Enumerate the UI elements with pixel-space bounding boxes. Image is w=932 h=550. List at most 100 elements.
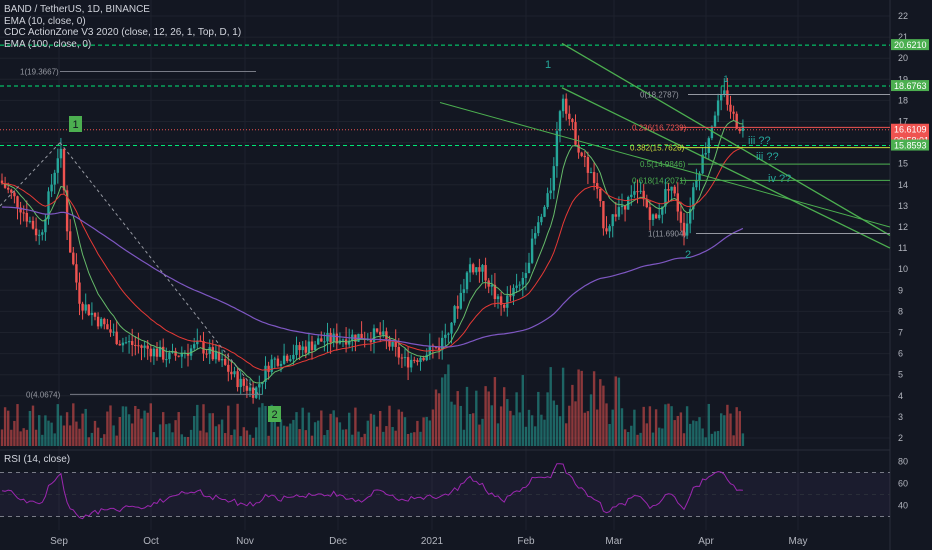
wave-label-2b: 2 bbox=[685, 249, 691, 261]
candle-body bbox=[50, 184, 53, 192]
candle-body bbox=[676, 193, 679, 212]
candle-body bbox=[230, 371, 233, 375]
volume-bar bbox=[543, 419, 546, 446]
old-fib-bottom-label: 0(4.0674) bbox=[26, 390, 61, 399]
volume-bar bbox=[698, 417, 701, 446]
volume-bar bbox=[658, 427, 661, 446]
volume-bar bbox=[695, 421, 698, 446]
volume-bar bbox=[385, 426, 388, 446]
candle-body bbox=[137, 345, 140, 347]
volume-bar bbox=[3, 407, 7, 446]
volume-bar bbox=[137, 408, 140, 446]
candle-body bbox=[400, 357, 404, 359]
volume-bar bbox=[406, 433, 410, 446]
candle-body bbox=[149, 348, 152, 357]
candle-body bbox=[558, 111, 562, 132]
volume-bar bbox=[441, 377, 444, 446]
volume-bar bbox=[273, 413, 276, 446]
candle-body bbox=[462, 289, 466, 293]
candle-body bbox=[379, 331, 382, 335]
volume-bar bbox=[468, 413, 472, 446]
candle-body bbox=[710, 126, 714, 139]
candle-body bbox=[540, 216, 543, 223]
volume-bar bbox=[124, 406, 128, 446]
volume-bar bbox=[298, 429, 301, 446]
candle-body bbox=[155, 348, 159, 357]
candle-body bbox=[87, 304, 90, 316]
candle-body bbox=[196, 340, 199, 345]
candle-body bbox=[298, 345, 301, 351]
candle-body bbox=[217, 351, 221, 361]
candle-body bbox=[162, 346, 165, 360]
volume-bar bbox=[329, 413, 332, 446]
volume-bar bbox=[282, 425, 286, 446]
candle-body bbox=[382, 331, 385, 335]
volume-bar bbox=[534, 426, 537, 446]
volume-bar bbox=[338, 422, 342, 446]
trendline-lower bbox=[561, 87, 891, 249]
candle-body bbox=[413, 359, 416, 361]
candle-body bbox=[406, 357, 410, 368]
candle-body bbox=[140, 345, 143, 348]
price-tick-label: 11 bbox=[898, 243, 907, 253]
ema100-legend[interactable]: EMA (100, close, 0) bbox=[4, 38, 92, 50]
candle-body bbox=[568, 113, 571, 120]
volume-bar bbox=[351, 434, 354, 446]
volume-bar bbox=[248, 434, 252, 446]
candle-body bbox=[534, 233, 537, 239]
candle-body bbox=[28, 220, 32, 222]
wave-label-1-box bbox=[69, 116, 82, 132]
candle-body bbox=[360, 333, 363, 339]
volume-bar bbox=[103, 434, 106, 446]
rsi-legend[interactable]: RSI (14, close) bbox=[4, 454, 71, 465]
volume-bar bbox=[72, 403, 75, 446]
price-tick-label: 6 bbox=[898, 349, 903, 359]
volume-bar bbox=[205, 432, 208, 446]
candle-body bbox=[664, 189, 667, 207]
candle-body bbox=[580, 152, 583, 156]
cdc-legend[interactable]: CDC ActionZone V3 2020 (close, 12, 26, 1… bbox=[4, 27, 242, 38]
volume-bar bbox=[109, 405, 112, 446]
volume-bar bbox=[506, 399, 509, 446]
volume-bar bbox=[561, 367, 565, 446]
volume-bar bbox=[242, 427, 245, 446]
volume-bar bbox=[143, 410, 146, 446]
volume-bar bbox=[661, 428, 664, 446]
time-tick-label: Sep bbox=[50, 536, 68, 547]
volume-bar bbox=[211, 413, 214, 446]
ema10-legend[interactable]: EMA (10, close, 0) bbox=[4, 15, 86, 27]
wave-question-label: iv ?? bbox=[768, 173, 791, 185]
volume-bar bbox=[382, 431, 385, 446]
price-tick-label: 13 bbox=[898, 201, 908, 211]
volume-bar bbox=[602, 385, 605, 446]
volume-bar bbox=[546, 392, 549, 446]
volume-bar bbox=[310, 435, 314, 446]
candle-body bbox=[651, 214, 655, 220]
candle-body bbox=[372, 328, 376, 343]
volume-bar bbox=[372, 414, 376, 446]
volume-bar bbox=[512, 415, 515, 446]
candle-body bbox=[506, 295, 509, 308]
price-tag bbox=[891, 39, 929, 51]
candle-body bbox=[146, 345, 149, 349]
volume-bar bbox=[577, 369, 580, 446]
volume-bar bbox=[716, 430, 720, 446]
candle-body bbox=[561, 98, 565, 112]
candle-body bbox=[509, 295, 512, 297]
candle-body bbox=[490, 284, 493, 287]
candle-body bbox=[428, 345, 431, 355]
candle-body bbox=[537, 222, 540, 234]
volume-bar bbox=[639, 432, 642, 446]
volume-bar bbox=[645, 423, 648, 446]
symbol-title[interactable]: BAND / TetherUS, 1D, BINANCE bbox=[4, 4, 150, 15]
candle-body bbox=[202, 341, 205, 354]
candle-body bbox=[716, 100, 720, 116]
candle-body bbox=[112, 331, 115, 333]
time-tick-label: Mar bbox=[605, 536, 623, 547]
volume-bar bbox=[617, 377, 621, 446]
volume-bar bbox=[56, 404, 59, 446]
volume-bar bbox=[741, 433, 745, 446]
volume-bar bbox=[38, 415, 41, 446]
candle-body bbox=[124, 342, 128, 344]
